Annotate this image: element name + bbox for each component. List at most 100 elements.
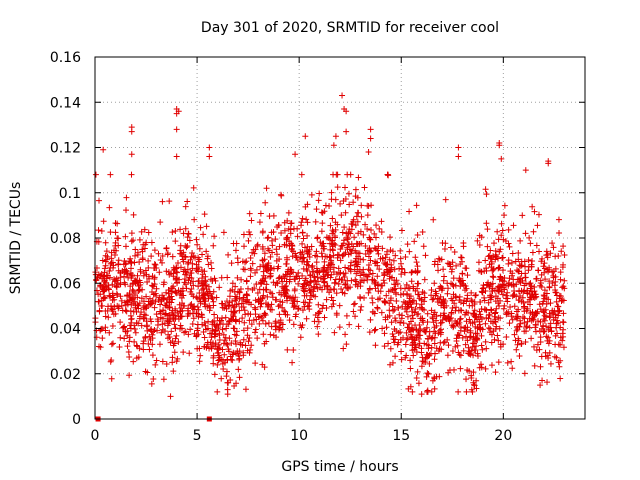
- data-point: [283, 260, 290, 267]
- data-point: [133, 342, 140, 349]
- data-point: [416, 322, 423, 329]
- data-point-outlier: [365, 149, 372, 156]
- data-point: [337, 200, 344, 207]
- data-point: [229, 280, 236, 287]
- data-point: [421, 290, 428, 297]
- data-point: [412, 287, 419, 294]
- data-point: [260, 268, 267, 275]
- data-point: [393, 277, 400, 284]
- data-point: [350, 308, 357, 315]
- data-point: [109, 281, 116, 288]
- data-point: [431, 375, 438, 382]
- data-point: [444, 260, 451, 267]
- data-point: [311, 273, 318, 280]
- data-point: [431, 356, 438, 363]
- data-point: [411, 238, 418, 245]
- data-point: [238, 276, 245, 283]
- data-point: [497, 315, 504, 322]
- data-point: [121, 273, 128, 280]
- data-point: [184, 198, 191, 205]
- data-point: [386, 256, 393, 263]
- data-point: [215, 341, 222, 348]
- data-point: [283, 286, 290, 293]
- data-point: [124, 332, 131, 339]
- data-point: [484, 226, 491, 233]
- data-point: [102, 239, 109, 246]
- data-point: [356, 294, 363, 301]
- data-point: [215, 349, 222, 356]
- data-point: [456, 332, 463, 339]
- data-point: [473, 343, 480, 350]
- data-point: [172, 289, 179, 296]
- data-point: [314, 323, 321, 330]
- data-point: [186, 350, 193, 357]
- data-point: [419, 229, 426, 236]
- data-point: [232, 247, 239, 254]
- data-point: [128, 238, 135, 245]
- data-point: [352, 222, 359, 229]
- data-point: [476, 308, 483, 315]
- data-point: [306, 296, 313, 303]
- data-point: [184, 234, 191, 241]
- data-point: [388, 287, 395, 294]
- data-point: [159, 292, 166, 299]
- data-point: [100, 288, 107, 295]
- data-point: [284, 217, 291, 224]
- data-point: [312, 252, 319, 259]
- data-point: [283, 271, 290, 278]
- data-point: [255, 296, 262, 303]
- data-point: [178, 251, 185, 258]
- data-point: [112, 239, 119, 246]
- data-point: [386, 307, 393, 314]
- data-point: [474, 325, 481, 332]
- data-point: [243, 278, 250, 285]
- data-point: [547, 360, 554, 367]
- data-point: [285, 266, 292, 273]
- data-point: [269, 294, 276, 301]
- data-point: [402, 253, 409, 260]
- data-point: [126, 372, 133, 379]
- data-point: [177, 247, 184, 254]
- data-point: [463, 298, 470, 305]
- data-point: [413, 300, 420, 307]
- data-point: [391, 266, 398, 273]
- data-point: [177, 308, 184, 315]
- data-point: [474, 352, 481, 359]
- data-point: [127, 308, 134, 315]
- data-point: [546, 266, 553, 273]
- data-point: [430, 216, 437, 223]
- data-point: [407, 331, 414, 338]
- data-point: [373, 234, 380, 241]
- data-point: [515, 288, 522, 295]
- data-point: [325, 271, 332, 278]
- data-point: [435, 255, 442, 262]
- data-point: [302, 203, 309, 210]
- data-point: [122, 302, 129, 309]
- data-point: [418, 363, 425, 370]
- data-point: [389, 359, 396, 366]
- data-point: [238, 303, 245, 310]
- data-point: [312, 277, 319, 284]
- data-point: [263, 185, 270, 192]
- data-point: [332, 242, 339, 249]
- data-point: [145, 301, 152, 308]
- data-point: [367, 267, 374, 274]
- data-point: [539, 255, 546, 262]
- data-point: [191, 216, 198, 223]
- data-point: [132, 329, 139, 336]
- data-point: [211, 333, 218, 340]
- data-point: [301, 280, 308, 287]
- data-point: [201, 268, 208, 275]
- y-tick-label: 0.1: [59, 186, 81, 202]
- data-point: [102, 324, 109, 331]
- data-point: [336, 324, 343, 331]
- data-point: [187, 326, 194, 333]
- data-point: [410, 352, 417, 359]
- data-point: [337, 257, 344, 264]
- data-point: [366, 285, 373, 292]
- data-point: [264, 293, 271, 300]
- data-point: [354, 209, 361, 216]
- data-point: [459, 334, 466, 341]
- data-point: [203, 344, 210, 351]
- data-point: [346, 201, 353, 208]
